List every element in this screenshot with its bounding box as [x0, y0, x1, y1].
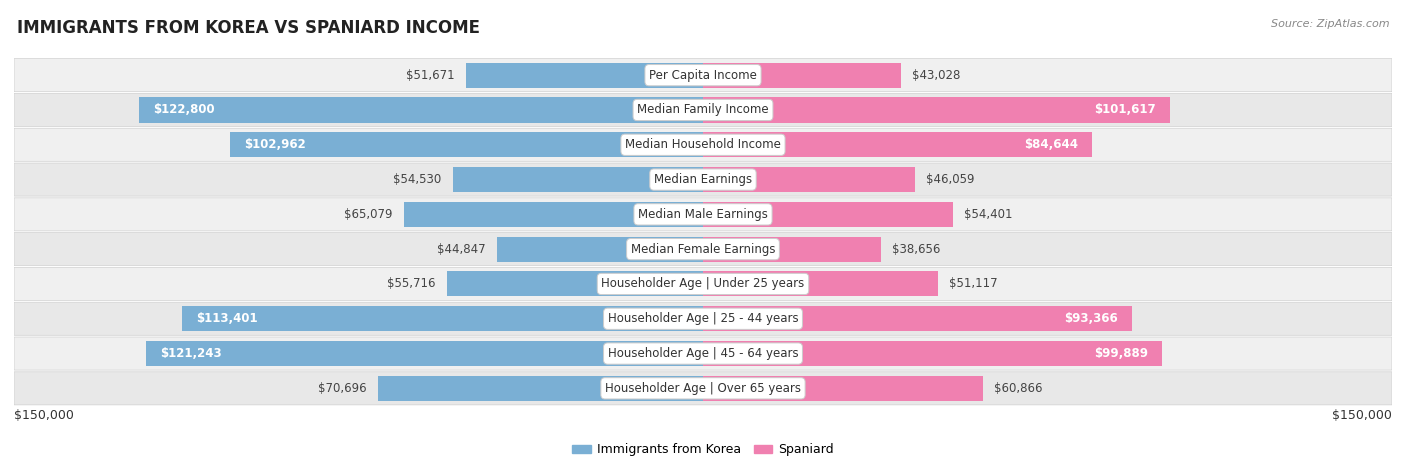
Text: $46,059: $46,059	[927, 173, 974, 186]
Text: Median Household Income: Median Household Income	[626, 138, 780, 151]
Text: $101,617: $101,617	[1094, 104, 1156, 116]
Text: Householder Age | Over 65 years: Householder Age | Over 65 years	[605, 382, 801, 395]
Text: $51,671: $51,671	[405, 69, 454, 82]
Text: $122,800: $122,800	[153, 104, 214, 116]
Text: $60,866: $60,866	[994, 382, 1042, 395]
Text: $70,696: $70,696	[318, 382, 367, 395]
Text: IMMIGRANTS FROM KOREA VS SPANIARD INCOME: IMMIGRANTS FROM KOREA VS SPANIARD INCOME	[17, 19, 479, 37]
Text: $44,847: $44,847	[437, 243, 485, 255]
Text: Median Female Earnings: Median Female Earnings	[631, 243, 775, 255]
Bar	[703, 132, 1092, 157]
Text: $38,656: $38,656	[891, 243, 941, 255]
Legend: Immigrants from Korea, Spaniard: Immigrants from Korea, Spaniard	[567, 439, 839, 461]
Bar	[146, 341, 703, 366]
Text: Householder Age | 45 - 64 years: Householder Age | 45 - 64 years	[607, 347, 799, 360]
Text: Median Earnings: Median Earnings	[654, 173, 752, 186]
Text: $43,028: $43,028	[912, 69, 960, 82]
FancyBboxPatch shape	[14, 128, 1392, 161]
Bar	[703, 98, 1170, 122]
Text: $51,117: $51,117	[949, 277, 998, 290]
Bar	[703, 306, 1132, 331]
Bar	[703, 376, 983, 401]
Text: $93,366: $93,366	[1064, 312, 1118, 325]
FancyBboxPatch shape	[14, 268, 1392, 300]
Text: $150,000: $150,000	[14, 409, 75, 422]
Text: $65,079: $65,079	[344, 208, 392, 221]
Bar	[496, 237, 703, 262]
Text: $150,000: $150,000	[1331, 409, 1392, 422]
Text: $55,716: $55,716	[387, 277, 436, 290]
Bar	[447, 271, 703, 297]
Text: $113,401: $113,401	[195, 312, 257, 325]
Text: $54,401: $54,401	[965, 208, 1012, 221]
Text: Median Family Income: Median Family Income	[637, 104, 769, 116]
FancyBboxPatch shape	[14, 337, 1392, 370]
FancyBboxPatch shape	[14, 59, 1392, 92]
Bar	[703, 63, 901, 88]
FancyBboxPatch shape	[14, 372, 1392, 405]
Bar	[183, 306, 703, 331]
Bar	[703, 341, 1161, 366]
Text: Per Capita Income: Per Capita Income	[650, 69, 756, 82]
Bar	[465, 63, 703, 88]
FancyBboxPatch shape	[14, 302, 1392, 335]
Text: $54,530: $54,530	[392, 173, 441, 186]
Text: Source: ZipAtlas.com: Source: ZipAtlas.com	[1271, 19, 1389, 28]
FancyBboxPatch shape	[14, 93, 1392, 127]
Text: Median Male Earnings: Median Male Earnings	[638, 208, 768, 221]
FancyBboxPatch shape	[14, 233, 1392, 266]
Bar	[703, 167, 914, 192]
Bar	[703, 237, 880, 262]
Text: Householder Age | Under 25 years: Householder Age | Under 25 years	[602, 277, 804, 290]
Bar	[404, 202, 703, 227]
Text: $102,962: $102,962	[243, 138, 305, 151]
Text: $121,243: $121,243	[160, 347, 222, 360]
FancyBboxPatch shape	[14, 198, 1392, 231]
Bar	[703, 202, 953, 227]
Text: Householder Age | 25 - 44 years: Householder Age | 25 - 44 years	[607, 312, 799, 325]
Text: $84,644: $84,644	[1024, 138, 1078, 151]
FancyBboxPatch shape	[14, 163, 1392, 196]
Bar	[231, 132, 703, 157]
Bar	[378, 376, 703, 401]
Text: $99,889: $99,889	[1094, 347, 1149, 360]
Bar	[703, 271, 938, 297]
Bar	[453, 167, 703, 192]
Bar	[139, 98, 703, 122]
